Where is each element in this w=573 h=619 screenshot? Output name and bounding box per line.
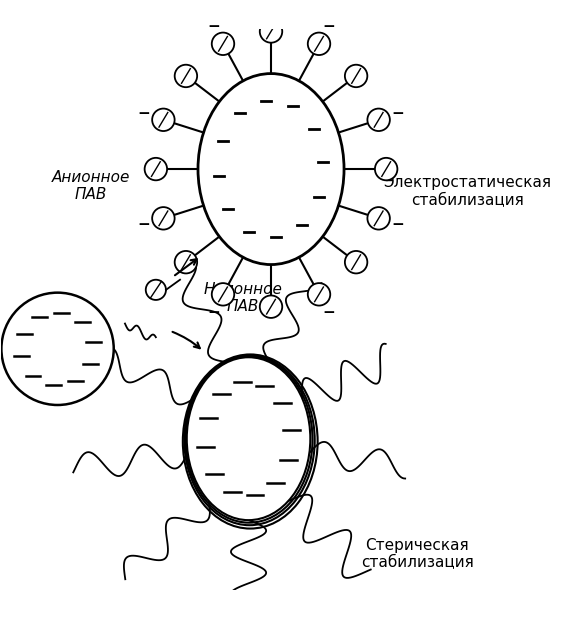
Text: −: − <box>207 19 220 33</box>
Ellipse shape <box>187 357 311 520</box>
Text: Анионное
ПАВ: Анионное ПАВ <box>52 170 131 202</box>
Circle shape <box>260 20 282 43</box>
Text: −: − <box>207 305 220 319</box>
Circle shape <box>146 280 166 300</box>
Circle shape <box>308 33 330 55</box>
Circle shape <box>345 65 367 87</box>
Text: −: − <box>322 19 335 33</box>
Circle shape <box>260 295 282 318</box>
Circle shape <box>367 207 390 230</box>
Text: −: − <box>138 106 151 121</box>
Circle shape <box>1 293 113 405</box>
Circle shape <box>212 33 234 55</box>
Text: Неионное
ПАВ: Неионное ПАВ <box>203 282 282 314</box>
Circle shape <box>144 158 167 180</box>
Circle shape <box>175 65 197 87</box>
Text: −: − <box>138 217 151 232</box>
Circle shape <box>175 251 197 274</box>
Circle shape <box>152 207 175 230</box>
Ellipse shape <box>198 74 344 264</box>
Text: Электростатическая
стабилизация: Электростатическая стабилизация <box>383 175 552 208</box>
Text: −: − <box>391 217 405 232</box>
Circle shape <box>375 158 398 180</box>
Circle shape <box>308 283 330 306</box>
Text: −: − <box>322 305 335 319</box>
Circle shape <box>345 251 367 274</box>
Circle shape <box>152 108 175 131</box>
Text: −: − <box>391 106 405 121</box>
Circle shape <box>212 283 234 306</box>
Circle shape <box>367 108 390 131</box>
Text: Стерическая
стабилизация: Стерическая стабилизация <box>360 538 473 570</box>
